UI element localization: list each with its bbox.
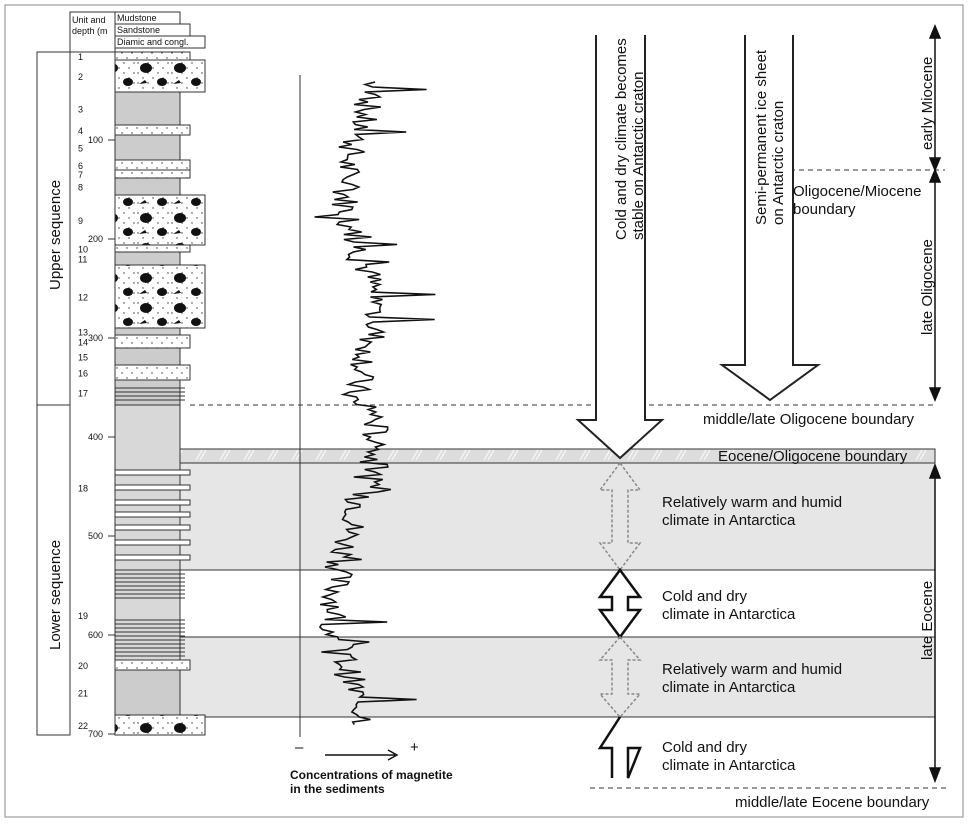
epoch-label: late Oligocene <box>919 239 936 335</box>
unit-block <box>114 124 191 136</box>
header-text: Diamic and congl. <box>117 37 189 47</box>
unit-label: 16 <box>78 369 88 379</box>
unit-block <box>114 59 206 93</box>
unit-block <box>114 51 191 61</box>
unit-block <box>114 569 181 661</box>
header-text: Mudstone <box>117 13 157 23</box>
unit-label: 9 <box>78 216 83 226</box>
caption: in the sediments <box>290 782 385 796</box>
epoch-arrows <box>928 24 942 784</box>
header-text: Sandstone <box>117 25 160 35</box>
unit-label: 17 <box>78 389 88 399</box>
unit-label: 2 <box>78 72 83 82</box>
unit-block <box>114 364 191 381</box>
epoch-label: late Eocene <box>919 581 936 660</box>
depth-label: 400 <box>88 432 103 442</box>
unit-label: 13 <box>78 328 88 338</box>
climate-text: Cold and dry <box>662 739 748 756</box>
climate-bands <box>179 169 950 789</box>
bed <box>114 511 191 518</box>
unit-label: 1 <box>78 52 83 62</box>
unit-label: 7 <box>78 170 83 180</box>
unit-label: 3 <box>78 105 83 115</box>
arrow-text: Cold and dry climate becomes <box>613 38 630 240</box>
arrow-text: Semi-permanent ice sheet <box>753 49 770 225</box>
header-text: Unit and <box>72 15 106 25</box>
axis-minus: – <box>295 739 304 756</box>
unit-label: 21 <box>78 689 88 699</box>
header <box>69 11 206 53</box>
unit-block <box>114 159 191 171</box>
unit-block <box>114 244 191 253</box>
unit-block <box>114 264 206 329</box>
bed <box>114 499 191 506</box>
boundary-label: Eocene/Oligocene boundary <box>718 448 908 465</box>
unit-label: 12 <box>78 293 88 303</box>
climate-text: Relatively warm and humid <box>662 661 842 678</box>
climate-text: Cold and dry <box>662 588 748 605</box>
climate-text: climate in Antarctica <box>662 512 796 529</box>
boundary-label: Oligocene/Miocene <box>793 183 921 200</box>
bed <box>114 469 191 476</box>
climate-text: climate in Antarctica <box>662 757 796 774</box>
caption: Concentrations of magnetite <box>290 768 453 782</box>
big-arrows <box>575 35 822 460</box>
sequence-label: Upper sequence <box>47 180 64 290</box>
unit-block <box>114 334 191 349</box>
lithology-log: 1234567891011121314151617181920212210020… <box>78 51 206 739</box>
boundary-label: middle/late Oligocene boundary <box>703 411 914 428</box>
unit-block <box>114 659 191 671</box>
unit-label: 15 <box>78 353 88 363</box>
arrow-text: on Antarctic craton <box>770 101 787 225</box>
unit-block <box>114 251 181 266</box>
unit-label: 18 <box>78 484 88 494</box>
unit-label: 19 <box>78 611 88 621</box>
unit-block <box>114 327 181 336</box>
climate-arrows <box>597 461 643 779</box>
unit-block <box>114 91 181 126</box>
depth-label: 600 <box>88 630 103 640</box>
depth-label: 300 <box>88 333 103 343</box>
unit-label: 10 <box>78 245 88 255</box>
depth-label: 200 <box>88 234 103 244</box>
unit-label: 6 <box>78 161 83 171</box>
depth-label: 500 <box>88 531 103 541</box>
bed <box>114 484 191 491</box>
climate-text: Relatively warm and humid <box>662 494 842 511</box>
bed <box>114 524 191 531</box>
unit-block <box>114 169 191 179</box>
increase-arrow <box>325 749 399 761</box>
unit-block <box>114 347 181 366</box>
magnetite-curve <box>314 81 436 725</box>
header-text: depth (m <box>72 26 108 36</box>
unit-label: 11 <box>78 255 87 265</box>
unit-block <box>114 714 206 736</box>
climate-text: climate in Antarctica <box>662 606 796 623</box>
bed <box>114 554 191 561</box>
bed <box>114 539 191 546</box>
depth-label: 700 <box>88 729 103 739</box>
unit-block <box>114 177 181 196</box>
unit-label: 22 <box>78 721 88 731</box>
sequence-brackets <box>36 51 71 736</box>
boundary-label: middle/late Eocene boundary <box>735 794 930 811</box>
unit-label: 8 <box>78 183 83 193</box>
unit-label: 5 <box>78 144 83 154</box>
unit-block <box>114 194 206 246</box>
epoch-label: early Miocene <box>919 57 936 150</box>
unit-block <box>114 134 181 161</box>
unit-label: 20 <box>78 661 88 671</box>
unit-label: 14 <box>78 338 88 348</box>
unit-label: 4 <box>78 126 83 136</box>
depth-label: 100 <box>88 135 103 145</box>
climate-text: climate in Antarctica <box>662 679 796 696</box>
unit-block <box>114 669 181 716</box>
boundary-label: boundary <box>793 201 856 218</box>
frame <box>4 4 964 818</box>
arrow-text: stable on Antarctic craton <box>630 72 647 240</box>
axis-plus: + <box>410 739 419 756</box>
sequence-label: Lower sequence <box>47 540 64 650</box>
